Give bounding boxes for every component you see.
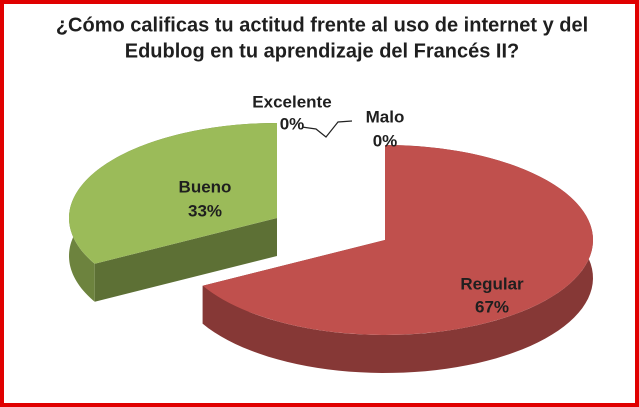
slice [68, 123, 277, 264]
slice-label: Regular [460, 274, 524, 293]
slice-label: Bueno [179, 177, 232, 196]
slice-label: Excelente [252, 92, 331, 111]
chart-title: Edublog en tu aprendizaje del Francés II… [125, 40, 520, 62]
value-label: 33% [188, 201, 222, 220]
chart-title: ¿Cómo calificas tu actitud frente al uso… [56, 14, 588, 36]
value-label: 0% [373, 131, 398, 150]
leader-line [301, 120, 353, 138]
value-label: 67% [475, 297, 509, 316]
value-label: 0% [280, 114, 305, 133]
slice-wall [94, 218, 277, 302]
slice-label: Malo [366, 107, 405, 126]
slice [202, 145, 593, 335]
